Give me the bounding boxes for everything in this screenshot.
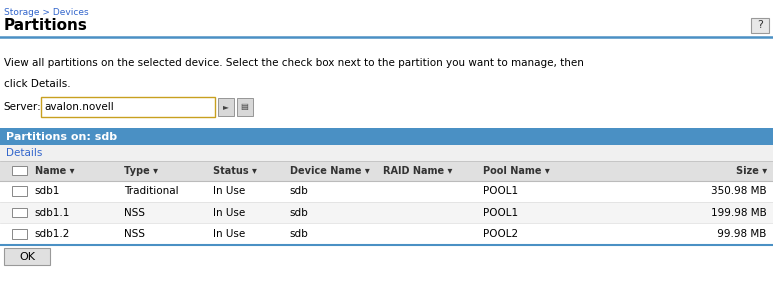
FancyBboxPatch shape (12, 229, 27, 239)
Text: Device Name ▾: Device Name ▾ (290, 166, 369, 176)
Text: NSS: NSS (124, 208, 145, 218)
FancyBboxPatch shape (12, 208, 27, 218)
FancyBboxPatch shape (0, 128, 773, 145)
Text: Partitions: Partitions (4, 18, 88, 33)
Text: avalon.novell: avalon.novell (44, 102, 114, 112)
Text: POOL1: POOL1 (483, 186, 518, 197)
Text: sdb1.2: sdb1.2 (35, 229, 70, 239)
Text: Partitions on: sdb: Partitions on: sdb (6, 132, 117, 142)
FancyBboxPatch shape (237, 98, 253, 116)
Text: NSS: NSS (124, 229, 145, 239)
FancyBboxPatch shape (0, 161, 773, 181)
Text: 350.98 MB: 350.98 MB (711, 186, 767, 197)
Text: Traditional: Traditional (124, 186, 179, 197)
Text: Details: Details (6, 148, 43, 158)
Text: click Details.: click Details. (4, 79, 70, 89)
Text: sdb: sdb (290, 186, 308, 197)
Text: OK: OK (19, 251, 35, 262)
FancyBboxPatch shape (12, 166, 27, 175)
Text: ►: ► (223, 102, 229, 111)
Text: Server:: Server: (4, 102, 42, 112)
FancyBboxPatch shape (751, 18, 769, 33)
FancyBboxPatch shape (4, 248, 50, 265)
Text: 199.98 MB: 199.98 MB (711, 208, 767, 218)
Text: sdb: sdb (290, 208, 308, 218)
FancyBboxPatch shape (0, 181, 773, 202)
FancyBboxPatch shape (41, 97, 215, 117)
Text: sdb1: sdb1 (35, 186, 60, 197)
Text: Name ▾: Name ▾ (35, 166, 74, 176)
Text: 99.98 MB: 99.98 MB (714, 229, 767, 239)
Text: POOL1: POOL1 (483, 208, 518, 218)
Text: Type ▾: Type ▾ (124, 166, 158, 176)
Text: Storage > Devices: Storage > Devices (4, 8, 88, 17)
FancyBboxPatch shape (12, 187, 27, 196)
Text: POOL2: POOL2 (483, 229, 518, 239)
Text: ▤: ▤ (240, 102, 249, 111)
Text: In Use: In Use (213, 208, 245, 218)
FancyBboxPatch shape (218, 98, 234, 116)
FancyBboxPatch shape (0, 223, 773, 245)
FancyBboxPatch shape (0, 202, 773, 223)
Text: In Use: In Use (213, 186, 245, 197)
Text: Status ▾: Status ▾ (213, 166, 257, 176)
Text: RAID Name ▾: RAID Name ▾ (383, 166, 452, 176)
FancyBboxPatch shape (0, 15, 773, 36)
Text: View all partitions on the selected device. Select the check box next to the par: View all partitions on the selected devi… (4, 58, 584, 68)
FancyBboxPatch shape (0, 145, 773, 161)
Text: Pool Name ▾: Pool Name ▾ (483, 166, 550, 176)
Text: In Use: In Use (213, 229, 245, 239)
Text: Size ▾: Size ▾ (736, 166, 767, 176)
Text: ?: ? (757, 20, 763, 30)
Text: sdb: sdb (290, 229, 308, 239)
Text: sdb1.1: sdb1.1 (35, 208, 70, 218)
